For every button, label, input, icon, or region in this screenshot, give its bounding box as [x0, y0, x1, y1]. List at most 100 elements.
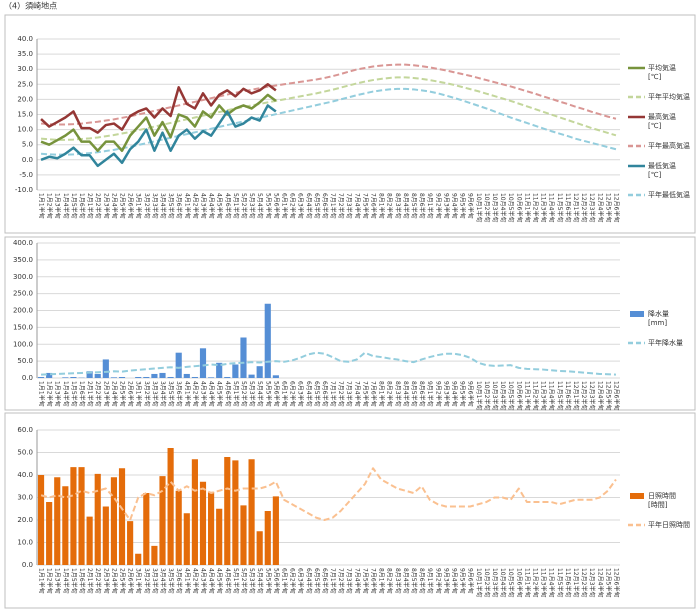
- x-tick-label: 9月2半旬: [434, 381, 442, 407]
- x-tick-label: 1月2半旬: [46, 381, 54, 407]
- x-tick-label: 2月6半旬: [127, 381, 135, 407]
- x-tick-label: 11月5半旬: [556, 381, 564, 410]
- y-tick-label: 200.0: [13, 307, 33, 315]
- bar: [208, 377, 215, 378]
- legend-label-line: [時間]: [648, 501, 668, 509]
- bar: [46, 502, 53, 565]
- legend-label-line: [℃]: [648, 122, 662, 130]
- x-tick-label: 8月2半旬: [386, 381, 394, 407]
- normal-line: [41, 351, 616, 376]
- x-tick-label: 4月3半旬: [199, 568, 207, 594]
- bar: [159, 476, 166, 565]
- bar: [224, 457, 231, 565]
- bar: [208, 491, 215, 565]
- y-tick-label: 0.0: [22, 156, 33, 164]
- x-tick-label: 3月1半旬: [135, 568, 143, 594]
- y-tick-label: 15.0: [17, 111, 33, 119]
- x-tick-label: 11月6半旬: [564, 381, 572, 410]
- x-tick-label: 5月5半旬: [264, 381, 272, 407]
- x-tick-label: 10月4半旬: [499, 568, 507, 597]
- x-tick-label: 7月4半旬: [353, 568, 361, 594]
- x-tick-label: 12月5半旬: [604, 568, 612, 597]
- x-tick-label: 7月4半旬: [353, 381, 361, 407]
- bar: [94, 473, 101, 565]
- bar: [264, 303, 271, 378]
- x-tick-label: 7月1半旬: [329, 568, 337, 594]
- x-tick-label: 1月4半旬: [62, 568, 70, 594]
- bar: [70, 376, 77, 378]
- x-tick-label: 10月4半旬: [499, 193, 507, 222]
- x-tick-label: 2月1半旬: [86, 568, 94, 594]
- x-tick-label: 7月1半旬: [329, 381, 337, 407]
- x-tick-label: 12月4半旬: [596, 381, 604, 410]
- y-tick-label: 50.0: [17, 449, 33, 457]
- page-title: （4）須崎地点: [4, 1, 57, 11]
- bar: [70, 467, 77, 565]
- x-tick-label: 9月1半旬: [426, 568, 434, 594]
- x-tick-label: 2月1半旬: [86, 193, 94, 219]
- x-tick-label: 4月6半旬: [224, 568, 232, 594]
- normal-line: [40, 63, 617, 126]
- x-tick-label: 6月2半旬: [289, 381, 297, 407]
- x-tick-label: 5月2半旬: [240, 568, 248, 594]
- x-tick-label: 2月3半旬: [102, 568, 110, 594]
- x-tick-label: 11月4半旬: [548, 381, 556, 410]
- x-tick-label: 5月3半旬: [248, 193, 256, 219]
- bar: [248, 459, 255, 565]
- legend-swatch: [630, 311, 644, 317]
- y-tick-label: 50.0: [17, 357, 33, 365]
- x-tick-label: 4月5半旬: [216, 568, 224, 594]
- x-tick-label: 2月5半旬: [119, 193, 127, 219]
- x-tick-label: 10月2半旬: [483, 193, 491, 222]
- bar: [135, 553, 142, 565]
- x-tick-label: 1月2半旬: [46, 193, 54, 219]
- x-tick-label: 4月5半旬: [216, 193, 224, 219]
- x-tick-label: 4月1半旬: [183, 193, 191, 219]
- x-tick-label: 7月3半旬: [345, 381, 353, 407]
- x-tick-label: 10月5半旬: [507, 193, 515, 222]
- x-tick-label: 11月4半旬: [548, 568, 556, 597]
- bar: [86, 371, 93, 378]
- legend-label-line: 日照時間: [648, 492, 676, 500]
- legend-label-line: 平均気温: [648, 63, 676, 72]
- x-tick-label: 5月5半旬: [264, 568, 272, 594]
- panel: [4, 236, 696, 411]
- x-tick-label: 3月5半旬: [167, 568, 175, 594]
- x-tick-label: 10月5半旬: [507, 568, 515, 597]
- y-tick-label: 30.0: [17, 494, 33, 502]
- x-tick-label: 1月5半旬: [70, 193, 78, 219]
- legend-label: 平年降水量: [648, 338, 683, 347]
- x-tick-label: 7月6半旬: [370, 568, 378, 594]
- normal-line: [40, 467, 617, 521]
- x-tick-label: 12月4半旬: [596, 568, 604, 597]
- x-tick-label: 10月1半旬: [475, 568, 483, 597]
- bar: [135, 376, 142, 378]
- x-tick-label: 2月2半旬: [94, 193, 102, 219]
- y-tick-label: 350.0: [13, 256, 33, 264]
- bar: [175, 352, 182, 378]
- x-tick-label: 4月2半旬: [191, 193, 199, 219]
- legend-label-line: 平年最低気温: [648, 190, 690, 199]
- normal-line: [40, 76, 617, 141]
- y-tick-label: 30.0: [17, 65, 33, 73]
- x-tick-label: 1月4半旬: [62, 193, 70, 219]
- y-tick-label: -5.0: [19, 171, 33, 179]
- bar: [199, 348, 207, 378]
- x-tick-label: 10月3半旬: [491, 568, 499, 597]
- x-tick-label: 7月3半旬: [345, 193, 353, 219]
- bar: [232, 364, 239, 378]
- bar: [127, 521, 134, 565]
- x-tick-label: 3月4半旬: [159, 193, 167, 219]
- bar: [37, 376, 45, 378]
- x-tick-label: 7月2半旬: [337, 568, 345, 594]
- x-tick-label: 6月6半旬: [321, 568, 329, 594]
- x-tick-label: 2月6半旬: [127, 568, 135, 594]
- x-tick-label: 10月1半旬: [475, 193, 483, 222]
- legend-label: 最高気温[℃]: [648, 112, 676, 130]
- x-tick-label: 5月5半旬: [264, 193, 272, 219]
- y-tick-label: 150.0: [13, 323, 33, 331]
- bar: [256, 366, 263, 378]
- x-tick-label: 9月3半旬: [442, 568, 450, 594]
- x-tick-label: 11月2半旬: [531, 381, 539, 410]
- bar: [118, 376, 126, 378]
